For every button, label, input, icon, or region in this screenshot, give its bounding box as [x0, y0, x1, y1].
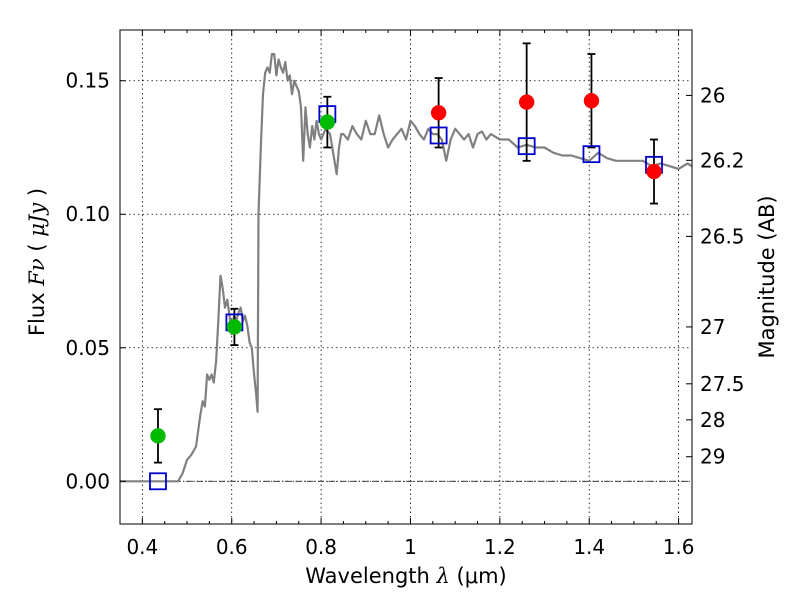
axis-ticks: [119, 30, 692, 524]
y-axis-label-paren-open: (: [25, 243, 49, 251]
y2-axis-label: Magnitude (AB): [755, 195, 779, 358]
y-axis-label-paren-close: ): [25, 188, 49, 196]
y2-tick-label: 26.2: [700, 148, 745, 172]
y2-tick-label: 27.5: [700, 372, 745, 396]
y2-tick-label: 29: [700, 445, 725, 469]
x-tick-label: 0.6: [216, 535, 248, 559]
model-band-square: [517, 137, 536, 156]
nir-point: [583, 93, 600, 109]
y-tick-label: 0.10: [65, 202, 110, 226]
y-axis-label-symbol: Fν: [25, 258, 49, 287]
error-bars: [153, 42, 659, 464]
model-band-square: [149, 472, 167, 491]
y-axis-label: Flux Fν ( μJy ): [25, 188, 49, 336]
x-tick-label: 1.2: [484, 535, 516, 559]
x-axis-label-symbol: λ: [436, 564, 450, 588]
nir-point: [646, 163, 662, 180]
nir-point: [518, 94, 535, 110]
y2-tick-label: 28: [700, 408, 725, 432]
x-tick-label: 1.4: [573, 535, 605, 559]
x-axis-label-prefix: Wavelength: [305, 564, 430, 588]
y2-tick-label: 27: [700, 315, 725, 339]
y-axis-label-prefix: Flux: [25, 292, 49, 336]
y-axis-label-unit: μJy: [25, 202, 49, 237]
optical-point: [226, 319, 243, 335]
grid: [120, 30, 692, 524]
y2-tick-labels: 26 26.2 26.5 27 27.5 28 29: [700, 83, 745, 468]
x-tick-label: 0.4: [126, 535, 158, 559]
y-tick-label: 0.05: [65, 336, 110, 360]
x-tick-label: 0.8: [305, 535, 337, 559]
model-photometry: [149, 105, 663, 491]
y2-tick-label: 26.5: [700, 224, 745, 248]
plot-frame: [119, 29, 693, 525]
x-axis-label: Wavelength λ (μm): [305, 564, 506, 588]
x-axis-label-unit: (μm): [457, 564, 507, 588]
y-tick-label: 0.15: [65, 69, 110, 93]
model-band-square: [582, 145, 601, 164]
x-tick-label: 1: [404, 535, 417, 559]
observed-photometry: [150, 93, 662, 444]
model-band-square: [429, 126, 448, 145]
optical-point: [150, 428, 166, 444]
nir-point: [430, 105, 447, 121]
optical-point: [319, 114, 336, 130]
y-tick-labels: 0.00 0.05 0.10 0.15: [65, 69, 110, 494]
y-tick-label: 0.00: [65, 469, 110, 493]
x-tick-labels: 0.4 0.6 0.8 1 1.2 1.4 1.6: [126, 535, 694, 559]
x-tick-label: 1.6: [663, 535, 695, 559]
y2-tick-label: 26: [700, 83, 725, 107]
